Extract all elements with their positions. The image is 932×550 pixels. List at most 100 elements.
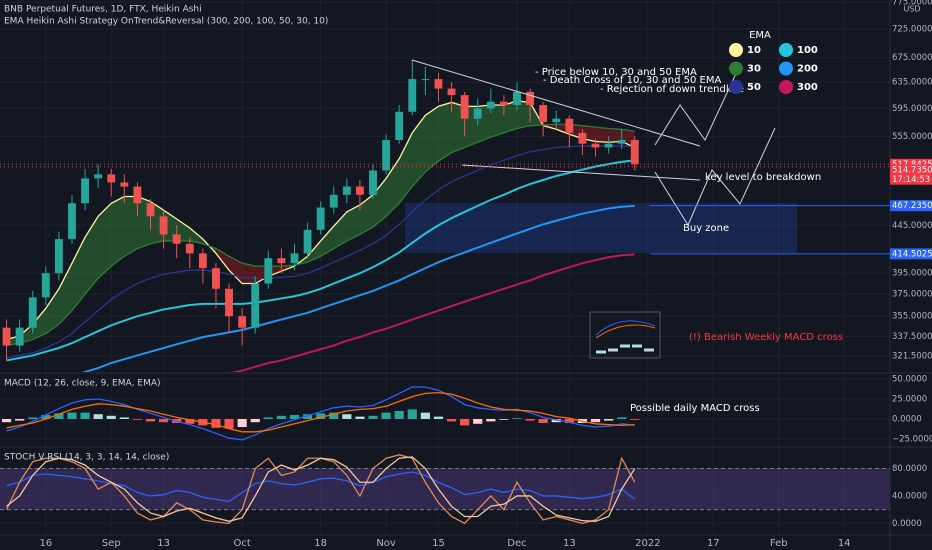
histogram-bar: [316, 413, 326, 419]
annotation: - Price below 10, 30 and 50 EMA: [535, 67, 697, 78]
price-pane: [2, 59, 639, 372]
series-line: [6, 386, 635, 441]
y-tick-label: 555.0000: [892, 132, 932, 142]
histogram-bar: [250, 419, 260, 423]
histogram-bar: [15, 419, 25, 421]
candle-body: [133, 186, 142, 204]
legend-label: 300: [797, 82, 818, 93]
grid: [0, 0, 890, 535]
legend-label: 30: [747, 64, 761, 75]
chart-title: BNB Perpetual Futures, 1D, FTX, Heikin A…: [4, 5, 202, 15]
countdown: 17:14:53: [892, 175, 930, 185]
histogram-bar: [289, 415, 300, 419]
candle-body: [172, 234, 181, 244]
histogram-bar: [551, 419, 561, 423]
legend-label: 10: [747, 45, 761, 56]
candle-body: [578, 132, 587, 144]
indicator-title: EMA Heikin Ashi Strategy OnTrend&Reversa…: [4, 17, 328, 27]
candle-body: [41, 273, 50, 298]
histogram-bar: [538, 419, 548, 423]
legend-swatch: [729, 61, 743, 76]
inset-macd: [595, 320, 656, 336]
candle-body: [499, 101, 508, 106]
histogram-bar: [433, 416, 444, 419]
ema-cloud: [516, 101, 531, 129]
histogram-bar: [93, 414, 103, 419]
histogram-bar: [263, 417, 273, 419]
ema-cloud: [412, 115, 426, 187]
x-tick-label: 2022: [635, 538, 660, 549]
candle-body: [460, 95, 469, 119]
histogram-bar: [525, 419, 535, 421]
histogram-bar: [590, 419, 601, 423]
legend-label: 50: [747, 82, 761, 93]
legend-swatch: [729, 43, 743, 57]
ema-cloud: [124, 196, 138, 257]
y-tick-label: 775.0000: [892, 0, 932, 8]
price-label: 467.2350: [892, 201, 932, 211]
histogram-bar: [28, 417, 38, 419]
ema-cloud: [85, 216, 99, 295]
annotation: - Death Cross of 10, 30 and 50 EMA: [543, 75, 721, 86]
trendline: [461, 164, 701, 181]
histogram-bar: [355, 416, 365, 419]
series-line: [6, 159, 635, 362]
candle-body: [329, 194, 338, 208]
candle-body: [290, 253, 299, 264]
candle-body: [526, 91, 534, 106]
histogram-bar: [224, 419, 234, 429]
candle-body: [303, 229, 312, 254]
ema-cloud: [595, 127, 609, 143]
histogram-bar: [564, 419, 574, 423]
candle-body: [212, 268, 220, 289]
x-tick-label: 18: [314, 538, 327, 549]
projection: [654, 127, 776, 227]
ema-cloud: [111, 196, 125, 267]
ema-cloud: [386, 158, 400, 217]
candle-body: [185, 243, 194, 254]
candle-body: [316, 207, 325, 230]
band-fill: [0, 468, 890, 510]
x-tick-label: Dec: [507, 538, 526, 549]
histogram-bar: [342, 414, 352, 419]
legend-swatch: [779, 80, 793, 94]
candle-body: [198, 253, 207, 269]
ema-cloud: [425, 106, 439, 172]
candle-body: [486, 101, 495, 109]
y-tick-label: 0.0000: [892, 519, 922, 529]
histogram-bar: [302, 414, 313, 419]
ema-cloud: [359, 194, 374, 235]
y-tick-label: 80.0000: [892, 464, 927, 474]
drawings: [411, 59, 776, 359]
candle-body: [159, 216, 168, 235]
price-label: 414.5025: [892, 249, 932, 259]
series-line: [6, 391, 635, 433]
histogram-bar: [394, 411, 404, 419]
series-line: [82, 204, 635, 372]
histogram-bar: [381, 412, 391, 419]
ema-cloud: [32, 308, 46, 340]
histogram-bar: [132, 419, 143, 420]
x-tick-label: 15: [432, 538, 445, 549]
series-line: [230, 253, 635, 372]
series-line: [6, 471, 636, 503]
annotation: (!) Bearish Weekly MACD cross: [689, 332, 843, 343]
ema-cloud: [503, 101, 517, 133]
stoch-title: STOCH V RSI (14, 3, 3, 14, 14, close): [4, 453, 169, 463]
series-line: [6, 456, 636, 522]
candle-body: [421, 79, 430, 81]
price-label-box: [890, 164, 932, 185]
y-tick-label: 445.0000: [892, 221, 932, 231]
histogram-bar: [276, 415, 286, 419]
macd-title: MACD (12, 26, close, 9, EMA, EMA): [4, 379, 161, 389]
histogram-bar: [237, 419, 247, 427]
histogram-bar: [159, 419, 169, 423]
x-tick-label: 16: [39, 538, 52, 549]
candle-body: [552, 118, 561, 123]
annotation: - Rejection of down trendline: [600, 84, 744, 95]
ema-cloud: [490, 105, 504, 138]
candle-body: [120, 182, 129, 187]
histogram-bar: [473, 419, 483, 424]
ema-cloud: [320, 226, 334, 257]
histogram-bar: [486, 419, 496, 422]
